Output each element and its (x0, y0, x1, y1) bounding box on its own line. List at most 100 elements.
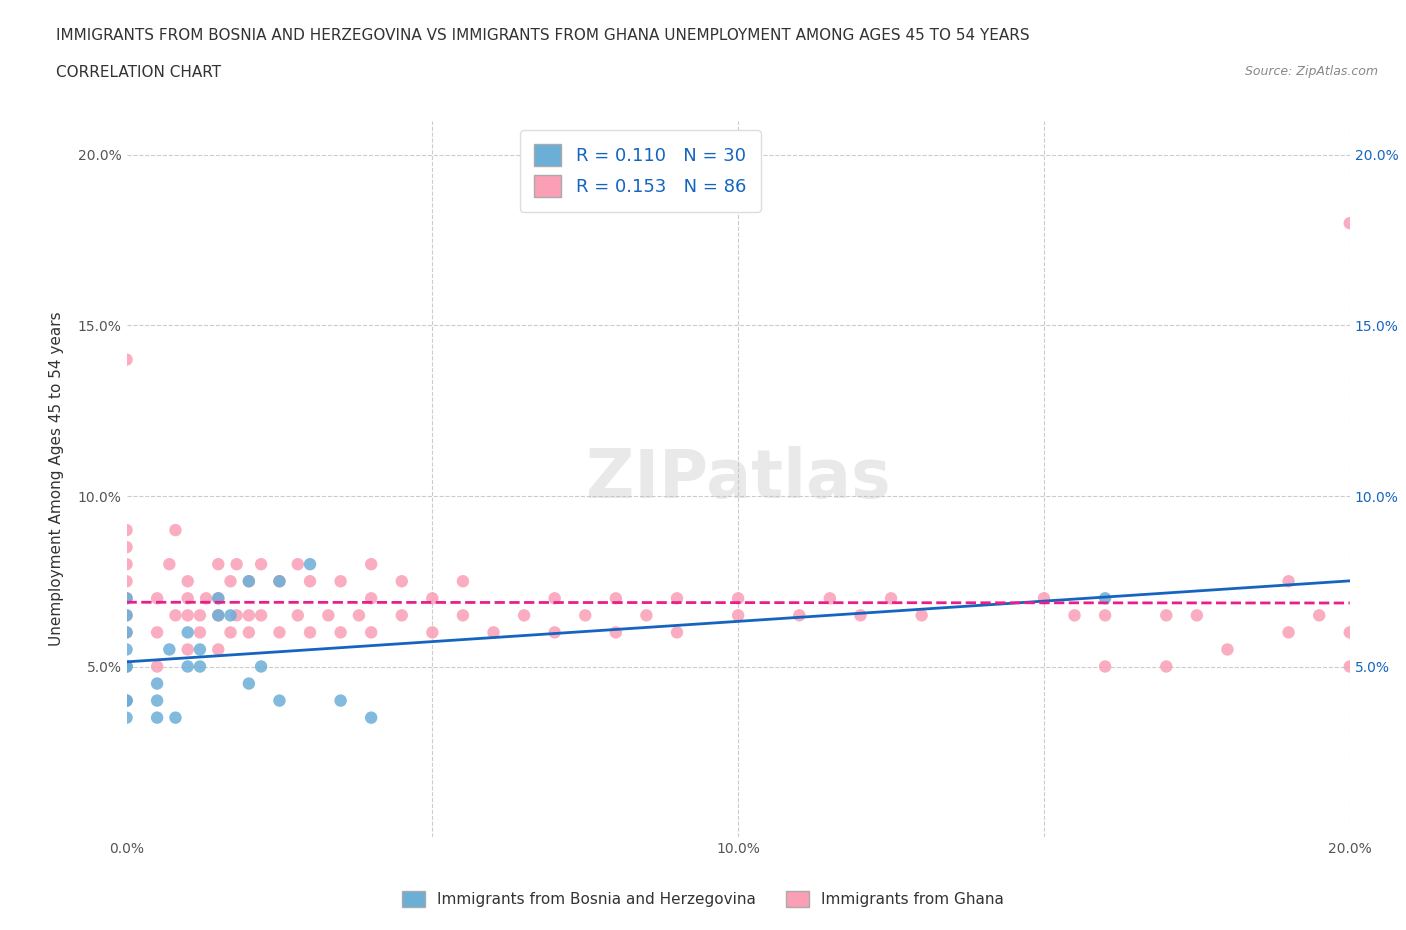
Immigrants from Bosnia and Herzegovina (1094, 591, 1116, 605)
Immigrants from Ghana (360, 591, 382, 605)
Immigrants from Ghana (299, 574, 322, 589)
Immigrants from Ghana (360, 625, 382, 640)
Immigrants from Ghana (818, 591, 841, 605)
Immigrants from Bosnia and Herzegovina (177, 625, 200, 640)
Immigrants from Ghana (146, 659, 169, 674)
Immigrants from Bosnia and Herzegovina (238, 574, 260, 589)
Immigrants from Ghana (165, 608, 187, 623)
Immigrants from Ghana (1094, 608, 1116, 623)
Immigrants from Bosnia and Herzegovina (115, 591, 138, 605)
Immigrants from Bosnia and Herzegovina (177, 659, 200, 674)
Immigrants from Ghana (451, 608, 474, 623)
Immigrants from Ghana (544, 591, 567, 605)
Immigrants from Ghana (165, 523, 187, 538)
Immigrants from Bosnia and Herzegovina (115, 711, 138, 725)
Immigrants from Ghana (115, 539, 138, 554)
Text: ZIPatlas: ZIPatlas (586, 446, 890, 512)
Immigrants from Ghana (115, 591, 138, 605)
Immigrants from Bosnia and Herzegovina (146, 711, 169, 725)
Immigrants from Ghana (115, 574, 138, 589)
Immigrants from Bosnia and Herzegovina (146, 676, 169, 691)
Immigrants from Ghana (880, 591, 903, 605)
Immigrants from Bosnia and Herzegovina (219, 608, 242, 623)
Immigrants from Ghana (250, 608, 273, 623)
Immigrants from Ghana (422, 591, 444, 605)
Immigrants from Bosnia and Herzegovina (115, 642, 138, 657)
Immigrants from Ghana (605, 591, 627, 605)
Immigrants from Ghana (911, 608, 934, 623)
Immigrants from Ghana (1033, 591, 1056, 605)
Immigrants from Ghana (636, 608, 658, 623)
Immigrants from Ghana (666, 625, 689, 640)
Immigrants from Ghana (1339, 216, 1361, 231)
Immigrants from Bosnia and Herzegovina (146, 693, 169, 708)
Immigrants from Ghana (115, 523, 138, 538)
Immigrants from Ghana (269, 625, 291, 640)
Immigrants from Ghana (360, 557, 382, 572)
Immigrants from Bosnia and Herzegovina (238, 676, 260, 691)
Immigrants from Ghana (727, 608, 749, 623)
Immigrants from Ghana (115, 693, 138, 708)
Immigrants from Ghana (238, 625, 260, 640)
Immigrants from Ghana (115, 608, 138, 623)
Immigrants from Bosnia and Herzegovina (207, 608, 229, 623)
Immigrants from Ghana (318, 608, 340, 623)
Immigrants from Ghana (482, 625, 505, 640)
Immigrants from Ghana (115, 659, 138, 674)
Immigrants from Bosnia and Herzegovina (269, 693, 291, 708)
Immigrants from Ghana (287, 557, 309, 572)
Immigrants from Bosnia and Herzegovina (269, 574, 291, 589)
Immigrants from Ghana (422, 625, 444, 640)
Immigrants from Ghana (225, 557, 247, 572)
Immigrants from Ghana (146, 591, 169, 605)
Immigrants from Bosnia and Herzegovina (115, 625, 138, 640)
Immigrants from Bosnia and Herzegovina (250, 659, 273, 674)
Immigrants from Ghana (207, 557, 229, 572)
Immigrants from Ghana (1339, 625, 1361, 640)
Immigrants from Ghana (1156, 659, 1178, 674)
Immigrants from Bosnia and Herzegovina (299, 557, 322, 572)
Immigrants from Ghana (1216, 642, 1239, 657)
Immigrants from Ghana (177, 642, 200, 657)
Immigrants from Ghana (1278, 625, 1301, 640)
Immigrants from Ghana (188, 608, 211, 623)
Immigrants from Ghana (177, 574, 200, 589)
Text: Source: ZipAtlas.com: Source: ZipAtlas.com (1244, 65, 1378, 78)
Immigrants from Ghana (219, 574, 242, 589)
Immigrants from Ghana (789, 608, 811, 623)
Immigrants from Ghana (299, 625, 322, 640)
Immigrants from Ghana (207, 591, 229, 605)
Immigrants from Ghana (177, 591, 200, 605)
Immigrants from Ghana (727, 591, 749, 605)
Immigrants from Bosnia and Herzegovina (207, 591, 229, 605)
Immigrants from Ghana (329, 574, 352, 589)
Immigrants from Bosnia and Herzegovina (115, 659, 138, 674)
Immigrants from Ghana (269, 574, 291, 589)
Immigrants from Bosnia and Herzegovina (157, 642, 180, 657)
Immigrants from Ghana (146, 625, 169, 640)
Immigrants from Bosnia and Herzegovina (115, 693, 138, 708)
Immigrants from Ghana (115, 557, 138, 572)
Immigrants from Ghana (250, 557, 273, 572)
Immigrants from Ghana (1185, 608, 1208, 623)
Y-axis label: Unemployment Among Ages 45 to 54 years: Unemployment Among Ages 45 to 54 years (49, 312, 63, 646)
Text: IMMIGRANTS FROM BOSNIA AND HERZEGOVINA VS IMMIGRANTS FROM GHANA UNEMPLOYMENT AMO: IMMIGRANTS FROM BOSNIA AND HERZEGOVINA V… (56, 28, 1029, 43)
Immigrants from Ghana (1156, 608, 1178, 623)
Text: CORRELATION CHART: CORRELATION CHART (56, 65, 221, 80)
Immigrants from Ghana (1308, 608, 1330, 623)
Immigrants from Ghana (605, 625, 627, 640)
Immigrants from Ghana (177, 608, 200, 623)
Immigrants from Ghana (195, 591, 218, 605)
Immigrants from Ghana (115, 352, 138, 367)
Immigrants from Ghana (451, 574, 474, 589)
Immigrants from Ghana (574, 608, 596, 623)
Immigrants from Ghana (347, 608, 370, 623)
Immigrants from Ghana (849, 608, 872, 623)
Immigrants from Bosnia and Herzegovina (188, 659, 211, 674)
Immigrants from Bosnia and Herzegovina (360, 711, 382, 725)
Immigrants from Ghana (1063, 608, 1085, 623)
Immigrants from Ghana (391, 608, 413, 623)
Immigrants from Ghana (219, 625, 242, 640)
Immigrants from Bosnia and Herzegovina (115, 693, 138, 708)
Immigrants from Bosnia and Herzegovina (188, 642, 211, 657)
